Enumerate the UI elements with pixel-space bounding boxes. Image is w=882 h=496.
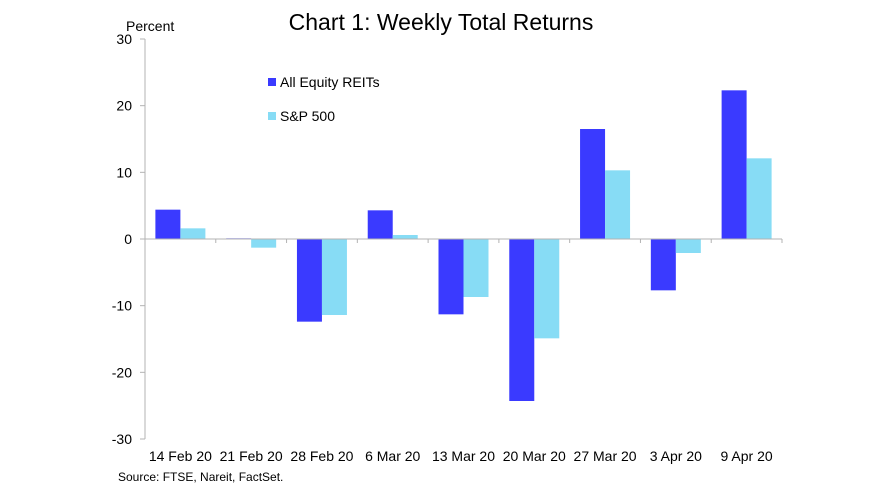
x-tick-label: 3 Apr 20 <box>650 448 702 464</box>
bar-reits <box>509 239 535 401</box>
y-tick-label: -10 <box>112 298 132 314</box>
y-tick-label: 30 <box>116 31 132 47</box>
bar-sp500 <box>534 239 560 339</box>
y-tick-label: -20 <box>112 364 132 380</box>
bar-sp500 <box>746 158 772 239</box>
x-tick-label: 27 Mar 20 <box>574 448 637 464</box>
legend-swatch <box>268 112 276 120</box>
x-tick-label: 21 Feb 20 <box>220 448 283 464</box>
legend-swatch <box>268 78 276 86</box>
bar-sp500 <box>675 239 701 253</box>
x-tick-label: 13 Mar 20 <box>432 448 495 464</box>
bar-reits <box>580 129 606 239</box>
bar-sp500 <box>180 228 206 239</box>
bar-reits <box>155 209 181 239</box>
bars <box>155 90 772 401</box>
chart-title: Chart 1: Weekly Total Returns <box>289 9 594 35</box>
legend-label: S&P 500 <box>280 108 335 124</box>
bar-reits <box>438 239 464 315</box>
y-axis-ticks: 30 20 10 0 -10 -20 -30 <box>112 31 145 447</box>
y-axis-unit-label: Percent <box>126 18 174 34</box>
bar-reits <box>650 239 676 291</box>
x-axis-labels: 14 Feb 20 21 Feb 20 28 Feb 20 6 Mar 20 13 Ma… <box>149 239 783 464</box>
y-tick-label: -30 <box>112 431 132 447</box>
x-tick-label: 6 Mar 20 <box>365 448 420 464</box>
bar-reits <box>367 210 393 239</box>
legend: All Equity REITs S&P 500 <box>268 74 380 124</box>
x-tick-label: 28 Feb 20 <box>290 448 353 464</box>
legend-label: All Equity REITs <box>280 74 380 90</box>
y-tick-label: 10 <box>116 164 132 180</box>
y-tick-label: 0 <box>124 231 132 247</box>
bar-sp500 <box>321 239 347 315</box>
x-tick-label: 9 Apr 20 <box>721 448 773 464</box>
bar-sp500 <box>251 239 277 248</box>
y-tick-label: 20 <box>116 98 132 114</box>
source-note: Source: FTSE, Nareit, FactSet. <box>118 470 284 484</box>
bar-reits <box>296 239 322 322</box>
bar-sp500 <box>605 170 631 239</box>
x-tick-label: 20 Mar 20 <box>503 448 566 464</box>
x-tick-label: 14 Feb 20 <box>149 448 212 464</box>
bar-reits <box>721 90 747 239</box>
bar-sp500 <box>392 235 418 239</box>
bar-sp500 <box>463 239 489 297</box>
